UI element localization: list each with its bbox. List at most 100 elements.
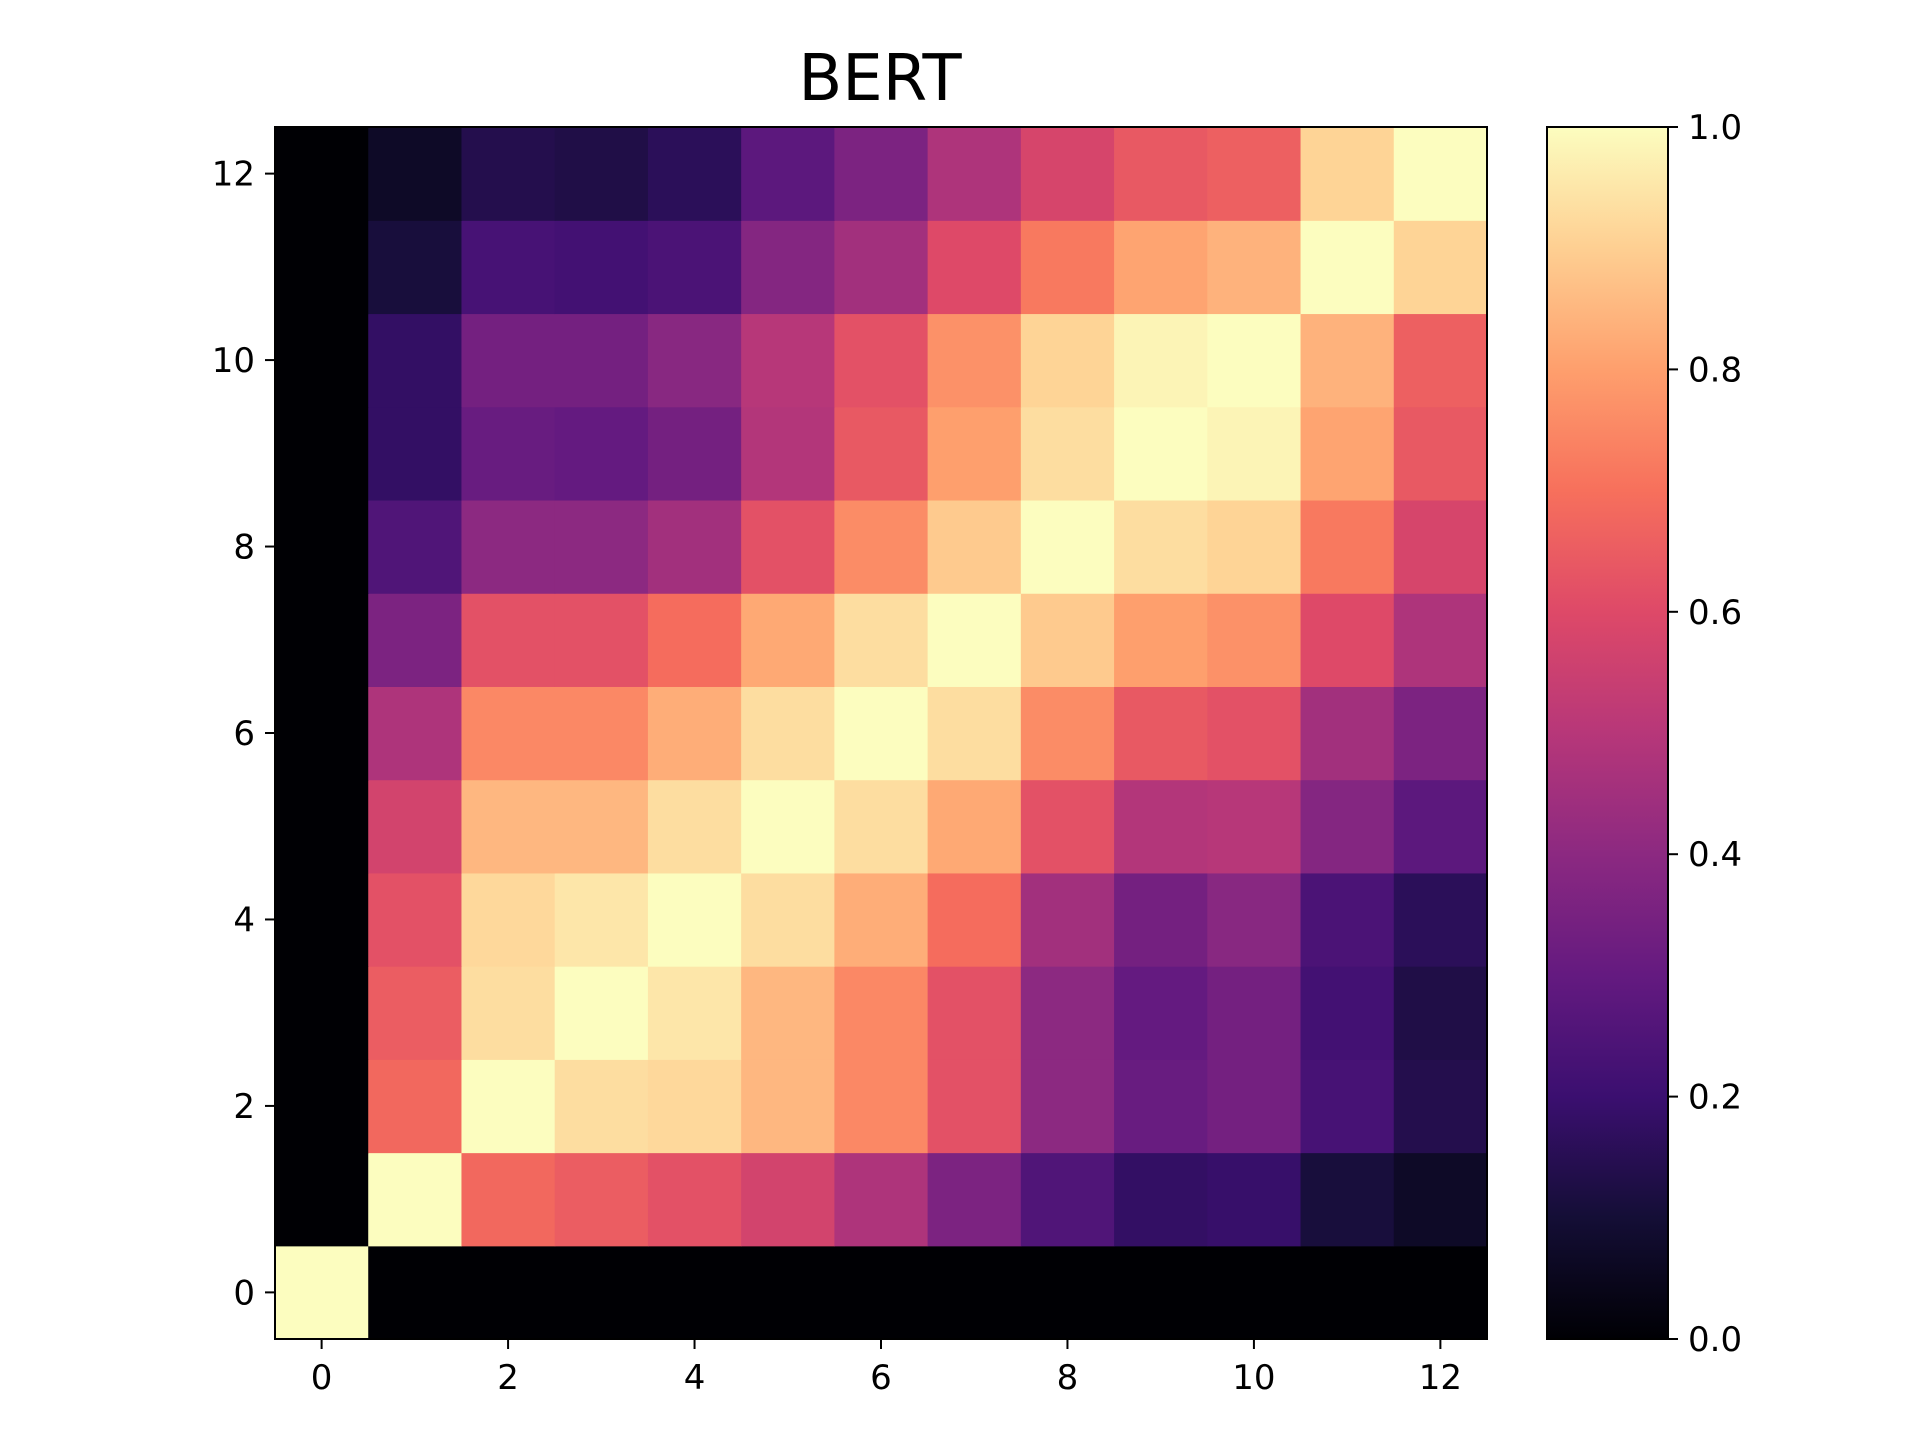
heatmap-cell (834, 872, 929, 967)
heatmap-cell (834, 499, 929, 594)
heatmap-cell (927, 779, 1022, 874)
heatmap-cell (554, 220, 649, 315)
heatmap-cell (834, 779, 929, 874)
heatmap-cell (834, 593, 929, 687)
heatmap-cell (1393, 779, 1488, 874)
heatmap-cell (461, 406, 556, 501)
x-tick-label: 2 (497, 1358, 519, 1398)
heatmap-cell (1114, 1059, 1208, 1154)
heatmap-cell (834, 686, 929, 781)
heatmap-cell (834, 127, 929, 221)
x-tick-label: 12 (1419, 1358, 1462, 1398)
heatmap-cell (1020, 313, 1115, 408)
heatmap-cell (1300, 872, 1395, 967)
colorbar (1546, 126, 1669, 1340)
heatmap-cell (368, 779, 463, 874)
heatmap-cell (1393, 686, 1488, 781)
heatmap-cell (647, 1152, 742, 1247)
heatmap-cell (1393, 966, 1488, 1060)
y-tick-label: 4 (233, 900, 255, 940)
heatmap-cell (927, 872, 1022, 967)
colorbar-tick-label: 0.8 (1688, 350, 1742, 390)
heatmap-cell (1207, 1059, 1302, 1154)
heatmap-cell (1020, 406, 1115, 501)
heatmap-cell (647, 1059, 742, 1154)
heatmap-cell (461, 779, 556, 874)
heatmap-cell (834, 966, 929, 1060)
heatmap-cell (1300, 220, 1395, 315)
heatmap-cell (1300, 127, 1395, 221)
heatmap-cell (1020, 220, 1115, 315)
heatmap-cell (1207, 593, 1302, 687)
heatmap-cell (368, 1152, 463, 1247)
y-tick-label: 6 (233, 714, 255, 754)
heatmap-cell (1020, 686, 1115, 781)
heatmap-cell (1114, 966, 1208, 1060)
heatmap-cell (927, 127, 1022, 221)
heatmap-cell (554, 779, 649, 874)
heatmap-cell (1020, 872, 1115, 967)
heatmap-cell (741, 593, 835, 687)
heatmap-cell (927, 220, 1022, 315)
x-tick-label: 8 (1057, 1358, 1079, 1398)
heatmap-cell (275, 127, 369, 221)
heatmap-cell (275, 313, 369, 408)
heatmap-cell (554, 1152, 649, 1247)
heatmap-cell (1020, 779, 1115, 874)
heatmap-cell (1114, 1245, 1208, 1340)
heatmap-cell (1300, 499, 1395, 594)
x-tick-label: 10 (1232, 1358, 1275, 1398)
heatmap-cell (1114, 406, 1208, 501)
heatmap-cell (647, 779, 742, 874)
heatmap-cell (1300, 779, 1395, 874)
x-tick-label: 0 (311, 1358, 333, 1398)
colorbar-tick-label: 0.4 (1688, 835, 1742, 875)
heatmap-cell (1207, 686, 1302, 781)
heatmap-cell (834, 406, 929, 501)
heatmap-cell (927, 313, 1022, 408)
heatmap-cell (741, 1245, 835, 1340)
heatmap-cell (927, 593, 1022, 687)
heatmap-cell (1114, 593, 1208, 687)
heatmap-cell (647, 313, 742, 408)
heatmap-cell (1300, 686, 1395, 781)
y-tick-label: 0 (233, 1273, 255, 1313)
colorbar-tick-label: 0.2 (1688, 1078, 1742, 1118)
heatmap-cell (461, 872, 556, 967)
heatmap-cell (741, 406, 835, 501)
y-tick-label: 2 (233, 1087, 255, 1127)
heatmap-cell (1207, 1245, 1302, 1340)
heatmap-cell (647, 686, 742, 781)
heatmap-cell (275, 406, 369, 501)
heatmap-cell (834, 1059, 929, 1154)
heatmap-cell (1393, 220, 1488, 315)
heatmap-cell (275, 499, 369, 594)
heatmap-cell (1393, 1059, 1488, 1154)
heatmap-cell (275, 872, 369, 967)
heatmap-cell (834, 1245, 929, 1340)
heatmap-cell (1207, 127, 1302, 221)
y-tick-label: 12 (212, 155, 255, 195)
heatmap-cell (1114, 686, 1208, 781)
heatmap-cell (554, 1245, 649, 1340)
heatmap-cell (741, 1152, 835, 1247)
heatmap-cell (1300, 966, 1395, 1060)
heatmap-cell (1393, 872, 1488, 967)
heatmap-cell (1114, 499, 1208, 594)
heatmap-cell (1207, 406, 1302, 501)
heatmap-cell (741, 779, 835, 874)
heatmap-cell (275, 593, 369, 687)
heatmap-cell (647, 499, 742, 594)
y-axis: 0 2 4 6 8 10 12 (212, 155, 275, 1313)
heatmap-cell (1300, 1245, 1395, 1340)
heatmap-cell (927, 1059, 1022, 1154)
heatmap-cell (554, 406, 649, 501)
heatmap-cell (647, 406, 742, 501)
heatmap-cell (368, 127, 463, 221)
heatmap-cell (1393, 1245, 1488, 1340)
y-tick-label: 8 (233, 528, 255, 568)
chart-title: BERT (798, 42, 962, 116)
heatmap-cell (368, 406, 463, 501)
heatmap-cell (275, 1152, 369, 1247)
